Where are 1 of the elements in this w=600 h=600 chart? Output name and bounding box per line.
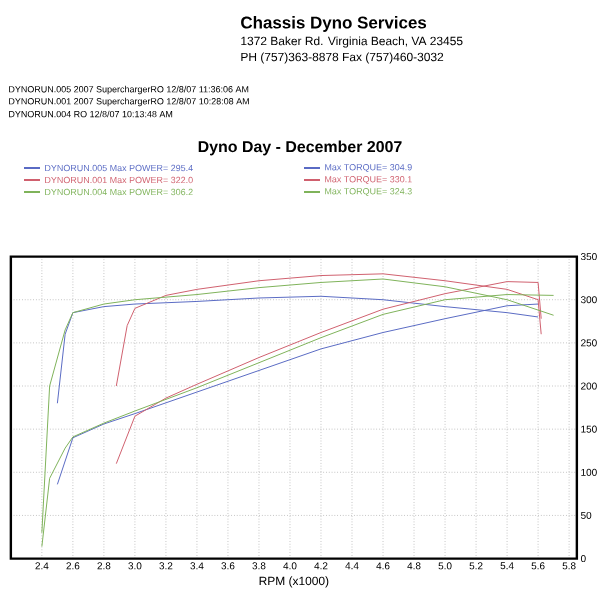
text: Chassis Dyno Services (241, 16, 427, 32)
